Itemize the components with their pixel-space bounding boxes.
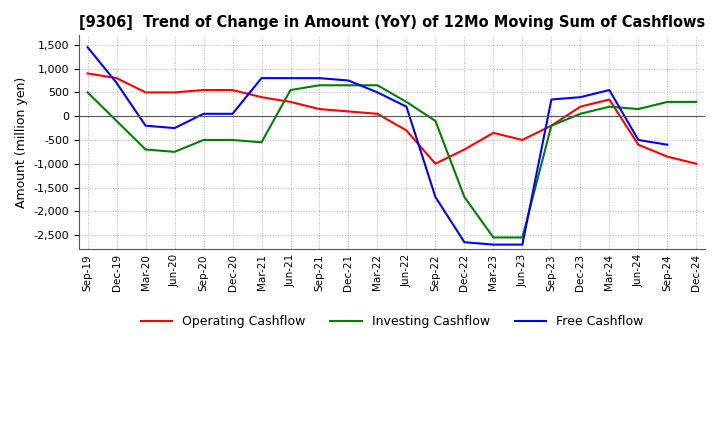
Free Cashflow — [576, 95, 585, 100]
Investing Cashflow — [489, 235, 498, 240]
Line: Investing Cashflow: Investing Cashflow — [88, 85, 696, 238]
Y-axis label: Amount (million yen): Amount (million yen) — [15, 77, 28, 208]
Investing Cashflow — [663, 99, 672, 105]
Free Cashflow — [286, 76, 294, 81]
Free Cashflow — [257, 76, 266, 81]
Investing Cashflow — [605, 104, 613, 109]
Free Cashflow — [228, 111, 237, 117]
Operating Cashflow — [141, 90, 150, 95]
Investing Cashflow — [141, 147, 150, 152]
Free Cashflow — [199, 111, 208, 117]
Investing Cashflow — [257, 140, 266, 145]
Free Cashflow — [141, 123, 150, 128]
Operating Cashflow — [402, 128, 411, 133]
Free Cashflow — [518, 242, 527, 247]
Free Cashflow — [547, 97, 556, 102]
Operating Cashflow — [170, 90, 179, 95]
Operating Cashflow — [692, 161, 701, 166]
Investing Cashflow — [112, 118, 121, 124]
Line: Free Cashflow: Free Cashflow — [88, 47, 667, 245]
Investing Cashflow — [634, 106, 643, 112]
Operating Cashflow — [547, 123, 556, 128]
Operating Cashflow — [286, 99, 294, 105]
Free Cashflow — [605, 88, 613, 93]
Free Cashflow — [634, 137, 643, 143]
Investing Cashflow — [170, 149, 179, 154]
Operating Cashflow — [344, 109, 353, 114]
Investing Cashflow — [228, 137, 237, 143]
Operating Cashflow — [431, 161, 440, 166]
Investing Cashflow — [315, 83, 324, 88]
Operating Cashflow — [373, 111, 382, 117]
Free Cashflow — [112, 80, 121, 85]
Free Cashflow — [170, 125, 179, 131]
Operating Cashflow — [199, 88, 208, 93]
Operating Cashflow — [489, 130, 498, 136]
Investing Cashflow — [518, 235, 527, 240]
Operating Cashflow — [84, 71, 92, 76]
Investing Cashflow — [576, 111, 585, 117]
Investing Cashflow — [460, 194, 469, 200]
Operating Cashflow — [460, 147, 469, 152]
Operating Cashflow — [257, 95, 266, 100]
Free Cashflow — [489, 242, 498, 247]
Investing Cashflow — [373, 83, 382, 88]
Investing Cashflow — [84, 90, 92, 95]
Operating Cashflow — [576, 104, 585, 109]
Free Cashflow — [344, 78, 353, 83]
Operating Cashflow — [634, 142, 643, 147]
Investing Cashflow — [402, 99, 411, 105]
Free Cashflow — [84, 44, 92, 50]
Operating Cashflow — [112, 76, 121, 81]
Operating Cashflow — [518, 137, 527, 143]
Investing Cashflow — [547, 123, 556, 128]
Operating Cashflow — [605, 97, 613, 102]
Free Cashflow — [460, 239, 469, 245]
Investing Cashflow — [431, 118, 440, 124]
Free Cashflow — [663, 142, 672, 147]
Title: [9306]  Trend of Change in Amount (YoY) of 12Mo Moving Sum of Cashflows: [9306] Trend of Change in Amount (YoY) o… — [78, 15, 705, 30]
Operating Cashflow — [663, 154, 672, 159]
Investing Cashflow — [286, 88, 294, 93]
Investing Cashflow — [344, 83, 353, 88]
Operating Cashflow — [228, 88, 237, 93]
Free Cashflow — [373, 90, 382, 95]
Free Cashflow — [315, 76, 324, 81]
Free Cashflow — [402, 104, 411, 109]
Line: Operating Cashflow: Operating Cashflow — [88, 73, 696, 164]
Investing Cashflow — [692, 99, 701, 105]
Legend: Operating Cashflow, Investing Cashflow, Free Cashflow: Operating Cashflow, Investing Cashflow, … — [135, 310, 648, 333]
Free Cashflow — [431, 194, 440, 200]
Investing Cashflow — [199, 137, 208, 143]
Operating Cashflow — [315, 106, 324, 112]
